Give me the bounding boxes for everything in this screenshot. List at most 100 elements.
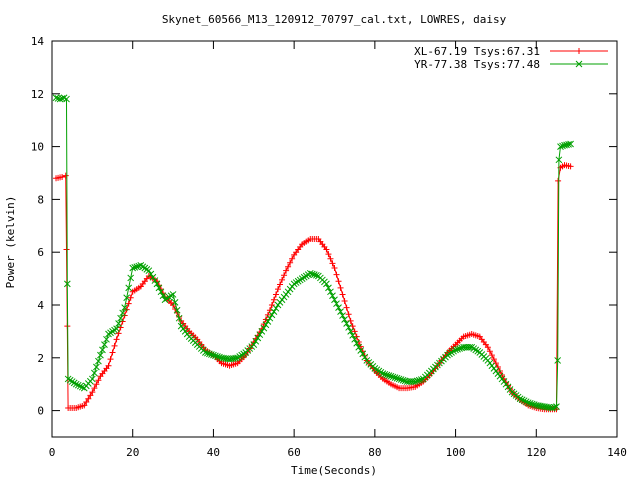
data-point <box>91 369 98 377</box>
data-point <box>107 356 114 363</box>
data-point <box>155 284 163 292</box>
data-point <box>93 363 100 371</box>
data-point <box>97 351 104 359</box>
data-point <box>331 265 338 272</box>
data-point <box>62 172 69 179</box>
x-tick-label: 60 <box>288 446 301 459</box>
data-point <box>72 380 80 388</box>
data-point <box>262 321 270 329</box>
data-point <box>347 328 354 335</box>
data-point <box>555 156 563 164</box>
data-point <box>289 255 296 262</box>
data-point <box>113 336 120 343</box>
data-point <box>522 398 530 406</box>
data-point <box>204 349 211 357</box>
data-point <box>258 328 266 335</box>
data-point <box>557 143 564 150</box>
data-point <box>554 357 562 364</box>
data-point <box>133 263 141 271</box>
data-point <box>159 292 167 300</box>
data-point <box>563 141 570 149</box>
data-point <box>528 400 536 408</box>
data-point <box>553 403 560 410</box>
data-point <box>95 357 102 365</box>
data-point <box>91 385 98 392</box>
data-point <box>264 318 272 325</box>
data-point <box>488 352 495 359</box>
legend-label: YR-77.38 Tsys:77.48 <box>414 58 540 71</box>
data-point <box>325 251 332 258</box>
data-point <box>417 376 425 383</box>
data-point <box>452 346 459 354</box>
data-point <box>74 381 82 389</box>
data-point <box>89 389 96 396</box>
data-point <box>119 309 126 317</box>
data-point <box>357 347 365 354</box>
y-axis-label: Power (kelvin) <box>4 196 17 289</box>
data-point <box>210 351 217 359</box>
data-point <box>115 320 122 327</box>
data-point <box>323 246 330 253</box>
data-point <box>308 270 316 278</box>
data-point <box>561 141 568 149</box>
data-point <box>206 350 213 358</box>
data-point <box>272 291 279 298</box>
data-point <box>413 377 421 385</box>
data-point <box>335 278 342 285</box>
data-point <box>117 314 124 322</box>
data-point <box>129 264 137 272</box>
data-point <box>339 291 346 298</box>
data-point <box>359 350 367 358</box>
series-2 <box>52 94 574 412</box>
data-point <box>349 323 356 330</box>
x-tick-label: 0 <box>49 446 56 459</box>
x-axis-label: Time(Seconds) <box>291 464 377 477</box>
data-point <box>270 296 277 303</box>
chart-title: Skynet_60566_M13_120912_70797_cal.txt, L… <box>162 13 507 26</box>
data-point <box>113 325 120 333</box>
data-point <box>252 337 260 345</box>
data-point <box>387 372 395 380</box>
data-point <box>275 286 281 293</box>
data-point <box>456 345 463 352</box>
data-point <box>145 267 153 275</box>
y-tick-label: 8 <box>37 193 44 206</box>
data-point <box>153 280 161 288</box>
data-point <box>101 341 108 348</box>
data-point <box>272 304 280 312</box>
data-point <box>381 370 389 378</box>
x-tick-label: 80 <box>368 446 381 459</box>
data-point <box>411 378 419 385</box>
data-point <box>214 353 221 360</box>
data-point <box>551 403 558 411</box>
data-point <box>127 274 135 282</box>
data-point <box>337 308 344 315</box>
data-point <box>361 353 369 361</box>
data-point <box>329 292 336 300</box>
data-point <box>323 280 330 288</box>
data-point <box>399 376 407 384</box>
data-point <box>95 377 102 384</box>
data-point <box>285 263 292 270</box>
data-point <box>393 374 401 382</box>
data-point <box>277 281 284 288</box>
data-point <box>266 314 274 322</box>
data-point <box>343 304 350 311</box>
data-point <box>85 395 92 402</box>
data-point <box>306 269 314 277</box>
legend-marker <box>575 60 583 68</box>
data-point <box>281 272 288 279</box>
data-point <box>385 372 393 379</box>
data-point <box>125 284 133 292</box>
data-point <box>310 271 318 278</box>
data-point <box>93 381 100 388</box>
data-point <box>59 173 66 180</box>
data-point <box>335 304 342 311</box>
x-tick-label: 20 <box>126 446 139 459</box>
data-point <box>524 399 532 407</box>
data-point <box>567 163 574 170</box>
data-point <box>484 344 491 351</box>
data-point <box>63 95 70 103</box>
